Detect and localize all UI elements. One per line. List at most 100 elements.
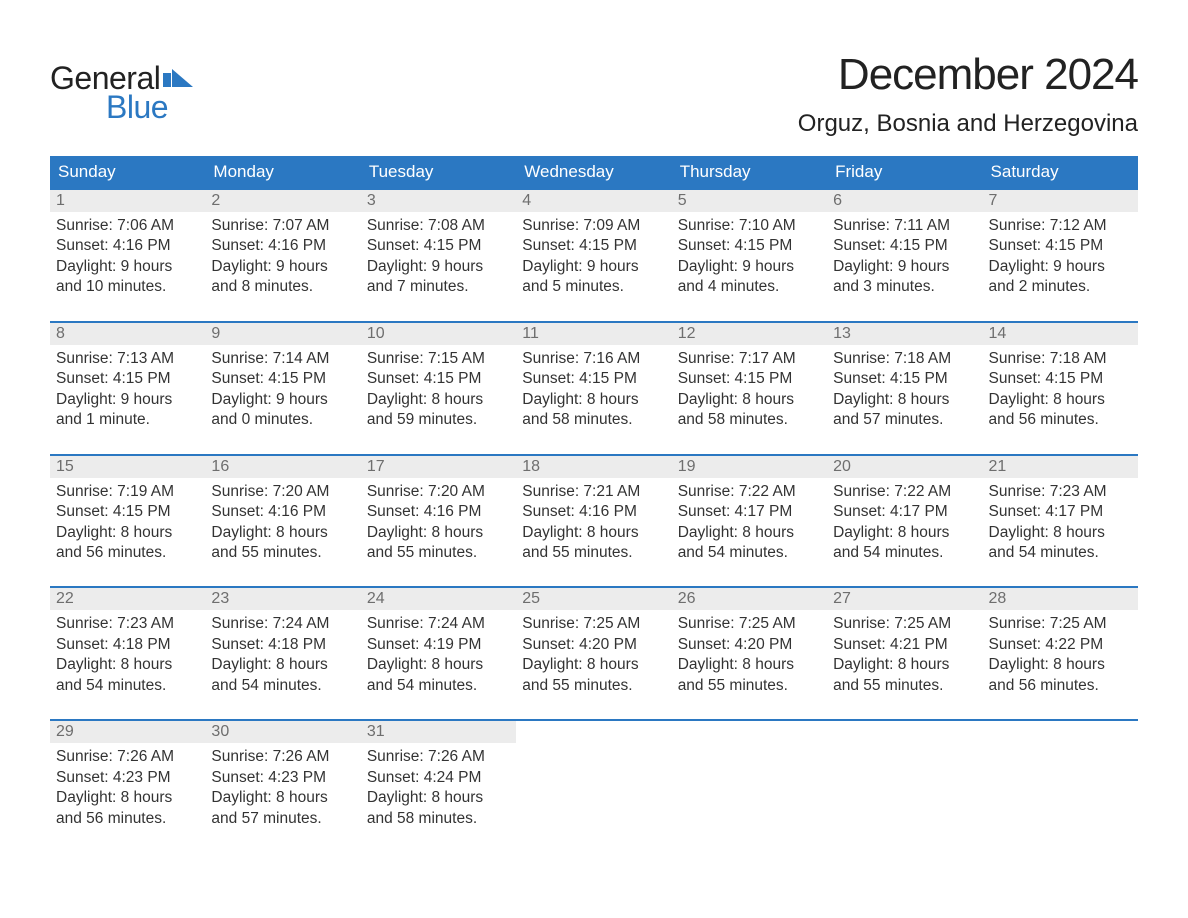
day-data (827, 725, 982, 731)
day-d1: Daylight: 9 hours (833, 257, 976, 277)
day-data: Sunrise: 7:17 AMSunset: 4:15 PMDaylight:… (672, 345, 827, 433)
day-data: Sunrise: 7:22 AMSunset: 4:17 PMDaylight:… (672, 478, 827, 566)
day-cell: 27Sunrise: 7:25 AMSunset: 4:21 PMDayligh… (827, 587, 982, 698)
day-number: 17 (361, 456, 516, 478)
day-sr: Sunrise: 7:20 AM (367, 482, 510, 502)
day-d2: and 0 minutes. (211, 410, 354, 430)
day-d2: and 56 minutes. (989, 410, 1132, 430)
day-number: 8 (50, 323, 205, 345)
day-data: Sunrise: 7:16 AMSunset: 4:15 PMDaylight:… (516, 345, 671, 433)
day-d2: and 54 minutes. (56, 676, 199, 696)
day-d2: and 55 minutes. (522, 543, 665, 563)
day-d2: and 54 minutes. (211, 676, 354, 696)
day-d2: and 7 minutes. (367, 277, 510, 297)
week-spacer (50, 433, 1138, 455)
day-ss: Sunset: 4:15 PM (989, 369, 1132, 389)
day-d1: Daylight: 8 hours (367, 655, 510, 675)
day-d1: Daylight: 8 hours (211, 523, 354, 543)
week-spacer (50, 300, 1138, 322)
day-ss: Sunset: 4:17 PM (678, 502, 821, 522)
day-sr: Sunrise: 7:19 AM (56, 482, 199, 502)
week-spacer (50, 565, 1138, 587)
day-sr: Sunrise: 7:08 AM (367, 216, 510, 236)
header: General Blue December 2024 Orguz, Bosnia… (50, 50, 1138, 138)
day-data: Sunrise: 7:07 AMSunset: 4:16 PMDaylight:… (205, 212, 360, 300)
logo-text-blue: Blue (106, 89, 193, 126)
day-cell: 29Sunrise: 7:26 AMSunset: 4:23 PMDayligh… (50, 720, 205, 831)
day-number: 25 (516, 588, 671, 610)
day-d1: Daylight: 8 hours (367, 523, 510, 543)
day-data: Sunrise: 7:21 AMSunset: 4:16 PMDaylight:… (516, 478, 671, 566)
day-data: Sunrise: 7:24 AMSunset: 4:19 PMDaylight:… (361, 610, 516, 698)
day-ss: Sunset: 4:15 PM (522, 236, 665, 256)
col-tuesday: Tuesday (361, 156, 516, 189)
day-d1: Daylight: 8 hours (989, 390, 1132, 410)
day-number: 14 (983, 323, 1138, 345)
day-data: Sunrise: 7:20 AMSunset: 4:16 PMDaylight:… (361, 478, 516, 566)
day-ss: Sunset: 4:15 PM (833, 369, 976, 389)
day-number: 19 (672, 456, 827, 478)
day-cell: 3Sunrise: 7:08 AMSunset: 4:15 PMDaylight… (361, 189, 516, 300)
day-d1: Daylight: 9 hours (211, 390, 354, 410)
day-cell: 1Sunrise: 7:06 AMSunset: 4:16 PMDaylight… (50, 189, 205, 300)
day-d2: and 1 minute. (56, 410, 199, 430)
day-data: Sunrise: 7:26 AMSunset: 4:23 PMDaylight:… (205, 743, 360, 831)
day-number: 24 (361, 588, 516, 610)
day-ss: Sunset: 4:15 PM (678, 236, 821, 256)
day-ss: Sunset: 4:15 PM (211, 369, 354, 389)
day-d2: and 58 minutes. (367, 809, 510, 829)
day-d2: and 57 minutes. (211, 809, 354, 829)
col-monday: Monday (205, 156, 360, 189)
day-number: 2 (205, 190, 360, 212)
day-sr: Sunrise: 7:11 AM (833, 216, 976, 236)
day-cell: 31Sunrise: 7:26 AMSunset: 4:24 PMDayligh… (361, 720, 516, 831)
day-number: 15 (50, 456, 205, 478)
day-cell: 26Sunrise: 7:25 AMSunset: 4:20 PMDayligh… (672, 587, 827, 698)
day-data (983, 725, 1138, 731)
day-data: Sunrise: 7:12 AMSunset: 4:15 PMDaylight:… (983, 212, 1138, 300)
day-d2: and 55 minutes. (678, 676, 821, 696)
day-number: 30 (205, 721, 360, 743)
col-friday: Friday (827, 156, 982, 189)
day-data: Sunrise: 7:09 AMSunset: 4:15 PMDaylight:… (516, 212, 671, 300)
day-sr: Sunrise: 7:18 AM (989, 349, 1132, 369)
day-sr: Sunrise: 7:22 AM (833, 482, 976, 502)
day-d1: Daylight: 9 hours (522, 257, 665, 277)
day-data: Sunrise: 7:18 AMSunset: 4:15 PMDaylight:… (827, 345, 982, 433)
day-sr: Sunrise: 7:07 AM (211, 216, 354, 236)
day-d1: Daylight: 8 hours (56, 655, 199, 675)
day-ss: Sunset: 4:17 PM (989, 502, 1132, 522)
day-number: 31 (361, 721, 516, 743)
day-sr: Sunrise: 7:16 AM (522, 349, 665, 369)
day-data: Sunrise: 7:23 AMSunset: 4:17 PMDaylight:… (983, 478, 1138, 566)
day-cell: 21Sunrise: 7:23 AMSunset: 4:17 PMDayligh… (983, 455, 1138, 566)
week-row: 15Sunrise: 7:19 AMSunset: 4:15 PMDayligh… (50, 455, 1138, 566)
day-number: 1 (50, 190, 205, 212)
day-sr: Sunrise: 7:24 AM (367, 614, 510, 634)
day-ss: Sunset: 4:15 PM (678, 369, 821, 389)
day-d1: Daylight: 8 hours (367, 390, 510, 410)
day-sr: Sunrise: 7:20 AM (211, 482, 354, 502)
day-data: Sunrise: 7:23 AMSunset: 4:18 PMDaylight:… (50, 610, 205, 698)
day-number: 3 (361, 190, 516, 212)
day-data: Sunrise: 7:08 AMSunset: 4:15 PMDaylight:… (361, 212, 516, 300)
location: Orguz, Bosnia and Herzegovina (798, 110, 1138, 138)
day-sr: Sunrise: 7:25 AM (522, 614, 665, 634)
day-number: 16 (205, 456, 360, 478)
day-ss: Sunset: 4:23 PM (211, 768, 354, 788)
day-cell: 10Sunrise: 7:15 AMSunset: 4:15 PMDayligh… (361, 322, 516, 433)
day-sr: Sunrise: 7:23 AM (989, 482, 1132, 502)
day-number: 21 (983, 456, 1138, 478)
day-cell: 2Sunrise: 7:07 AMSunset: 4:16 PMDaylight… (205, 189, 360, 300)
day-data: Sunrise: 7:14 AMSunset: 4:15 PMDaylight:… (205, 345, 360, 433)
day-number: 6 (827, 190, 982, 212)
day-ss: Sunset: 4:19 PM (367, 635, 510, 655)
day-data: Sunrise: 7:18 AMSunset: 4:15 PMDaylight:… (983, 345, 1138, 433)
day-cell: 8Sunrise: 7:13 AMSunset: 4:15 PMDaylight… (50, 322, 205, 433)
day-sr: Sunrise: 7:22 AM (678, 482, 821, 502)
col-thursday: Thursday (672, 156, 827, 189)
day-number: 29 (50, 721, 205, 743)
day-d2: and 58 minutes. (678, 410, 821, 430)
day-sr: Sunrise: 7:26 AM (56, 747, 199, 767)
day-ss: Sunset: 4:16 PM (211, 236, 354, 256)
